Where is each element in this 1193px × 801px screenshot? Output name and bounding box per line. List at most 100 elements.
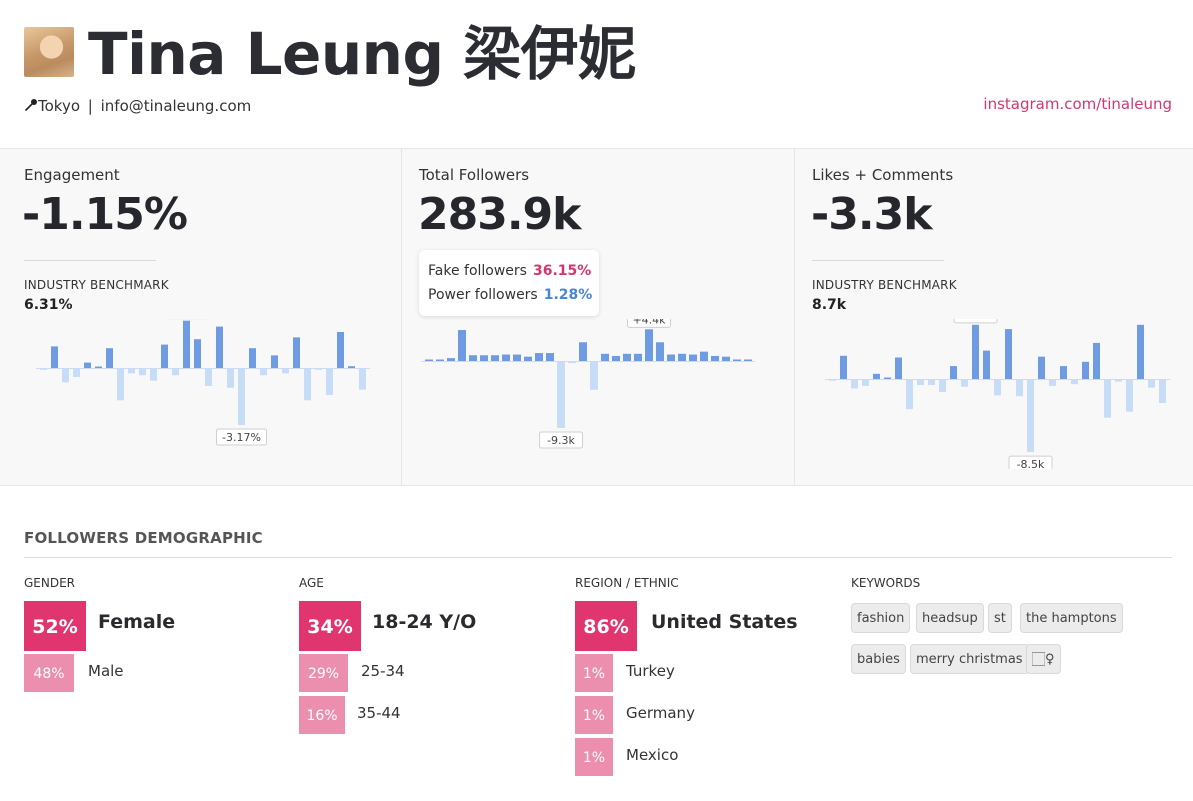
chart-bar[interactable] xyxy=(568,361,576,364)
chart-bar[interactable] xyxy=(282,368,289,374)
chart-bar[interactable] xyxy=(172,368,179,376)
chart-bar[interactable] xyxy=(513,354,521,361)
chart-bar[interactable] xyxy=(183,320,190,368)
chart-bar[interactable] xyxy=(194,339,201,368)
chart-bar[interactable] xyxy=(348,366,355,368)
chart-bar[interactable] xyxy=(524,356,532,361)
chart-bar[interactable] xyxy=(711,355,719,361)
chart-bar[interactable] xyxy=(458,330,466,361)
chart-bar[interactable] xyxy=(260,368,267,376)
chart-bar[interactable] xyxy=(678,353,686,361)
chart-bar[interactable] xyxy=(216,326,223,368)
chart-bar[interactable] xyxy=(656,342,664,361)
engagement-chart[interactable]: 2.63%-3.17% xyxy=(0,319,401,469)
chart-bar[interactable] xyxy=(590,361,598,390)
chart-bar[interactable] xyxy=(447,358,455,361)
chart-bar[interactable] xyxy=(744,359,752,362)
chart-bar[interactable] xyxy=(1060,366,1067,379)
chart-bar[interactable] xyxy=(62,368,69,383)
chart-bar[interactable] xyxy=(579,342,587,361)
chart-bar[interactable] xyxy=(1126,379,1133,412)
instagram-link[interactable]: instagram.com/tinaleung xyxy=(983,95,1172,113)
chart-bar[interactable] xyxy=(326,368,333,395)
chart-bar[interactable] xyxy=(840,355,847,379)
chart-bar[interactable] xyxy=(150,368,157,381)
chart-bar[interactable] xyxy=(139,368,146,376)
keyword-tag[interactable]: babies xyxy=(851,644,906,674)
chart-bar[interactable] xyxy=(1027,379,1034,453)
chart-bar[interactable] xyxy=(293,337,300,368)
chart-bar[interactable] xyxy=(95,366,102,369)
chart-bar[interactable] xyxy=(1005,329,1012,379)
chart-bar[interactable] xyxy=(645,329,653,361)
chart-bar[interactable] xyxy=(84,362,91,368)
likes-chart[interactable]: +7.1k -8.5k xyxy=(795,319,1193,469)
keyword-tag[interactable]: fashion xyxy=(851,603,911,633)
chart-bar[interactable] xyxy=(480,355,488,361)
chart-bar[interactable] xyxy=(1115,379,1122,382)
chart-bar[interactable] xyxy=(733,359,741,362)
chart-bar[interactable] xyxy=(315,368,322,370)
chart-bar[interactable] xyxy=(557,361,565,428)
chart-bar[interactable] xyxy=(1049,379,1056,386)
chart-bar[interactable] xyxy=(1148,379,1155,388)
chart-bar[interactable] xyxy=(337,332,344,368)
chart-bar[interactable] xyxy=(227,368,234,388)
chart-bar[interactable] xyxy=(271,355,278,368)
keyword-tag[interactable]: merry christmas xyxy=(910,644,1029,674)
chart-bar[interactable] xyxy=(1071,379,1078,385)
chart-bar[interactable] xyxy=(851,379,858,389)
chart-bar[interactable] xyxy=(928,379,935,386)
chart-bar[interactable] xyxy=(873,373,880,379)
chart-bar[interactable] xyxy=(983,350,990,379)
chart-bar[interactable] xyxy=(972,324,979,379)
keyword-tag[interactable]: the hamptons xyxy=(1020,603,1123,633)
chart-bar[interactable] xyxy=(1137,324,1144,379)
chart-bar[interactable] xyxy=(425,359,433,362)
chart-bar[interactable] xyxy=(667,354,675,361)
chart-bar[interactable] xyxy=(436,359,444,362)
chart-bar[interactable] xyxy=(535,353,543,361)
keyword-tag[interactable]: 🏻♀ xyxy=(1026,644,1061,674)
keyword-tag[interactable]: st xyxy=(988,603,1012,633)
keyword-tag[interactable]: headsup xyxy=(916,603,984,633)
chart-bar[interactable] xyxy=(1159,379,1166,404)
chart-bar[interactable] xyxy=(700,351,708,361)
chart-bar[interactable] xyxy=(73,368,80,377)
chart-bar[interactable] xyxy=(304,368,311,401)
chart-bar[interactable] xyxy=(634,353,642,361)
chart-bar[interactable] xyxy=(128,368,135,374)
chart-bar[interactable] xyxy=(359,368,366,390)
chart-bar[interactable] xyxy=(884,377,891,380)
chart-bar[interactable] xyxy=(895,357,902,380)
chart-bar[interactable] xyxy=(51,346,58,368)
chart-bar[interactable] xyxy=(1038,356,1045,379)
chart-bar[interactable] xyxy=(1082,361,1089,379)
chart-bar[interactable] xyxy=(722,356,730,361)
chart-bar[interactable] xyxy=(950,366,957,379)
followers-chart[interactable]: +4.4k -9.3k xyxy=(402,319,795,469)
email-text[interactable]: info@tinaleung.com xyxy=(100,97,252,115)
chart-bar[interactable] xyxy=(906,379,913,410)
chart-bar[interactable] xyxy=(1104,379,1111,418)
chart-bar[interactable] xyxy=(829,379,836,381)
chart-bar[interactable] xyxy=(917,379,924,386)
chart-bar[interactable] xyxy=(205,368,212,386)
chart-bar[interactable] xyxy=(1016,379,1023,397)
chart-bar[interactable] xyxy=(106,348,113,368)
chart-bar[interactable] xyxy=(117,368,124,401)
chart-bar[interactable] xyxy=(502,354,510,361)
chart-bar[interactable] xyxy=(546,353,554,361)
chart-bar[interactable] xyxy=(238,368,245,426)
chart-bar[interactable] xyxy=(249,348,256,368)
chart-bar[interactable] xyxy=(689,354,697,361)
chart-bar[interactable] xyxy=(939,379,946,392)
chart-bar[interactable] xyxy=(994,379,1001,396)
chart-bar[interactable] xyxy=(612,355,620,361)
chart-bar[interactable] xyxy=(161,344,168,368)
chart-bar[interactable] xyxy=(40,368,47,370)
chart-bar[interactable] xyxy=(601,353,609,361)
avatar[interactable] xyxy=(24,27,74,77)
chart-bar[interactable] xyxy=(491,355,499,361)
chart-bar[interactable] xyxy=(469,355,477,361)
